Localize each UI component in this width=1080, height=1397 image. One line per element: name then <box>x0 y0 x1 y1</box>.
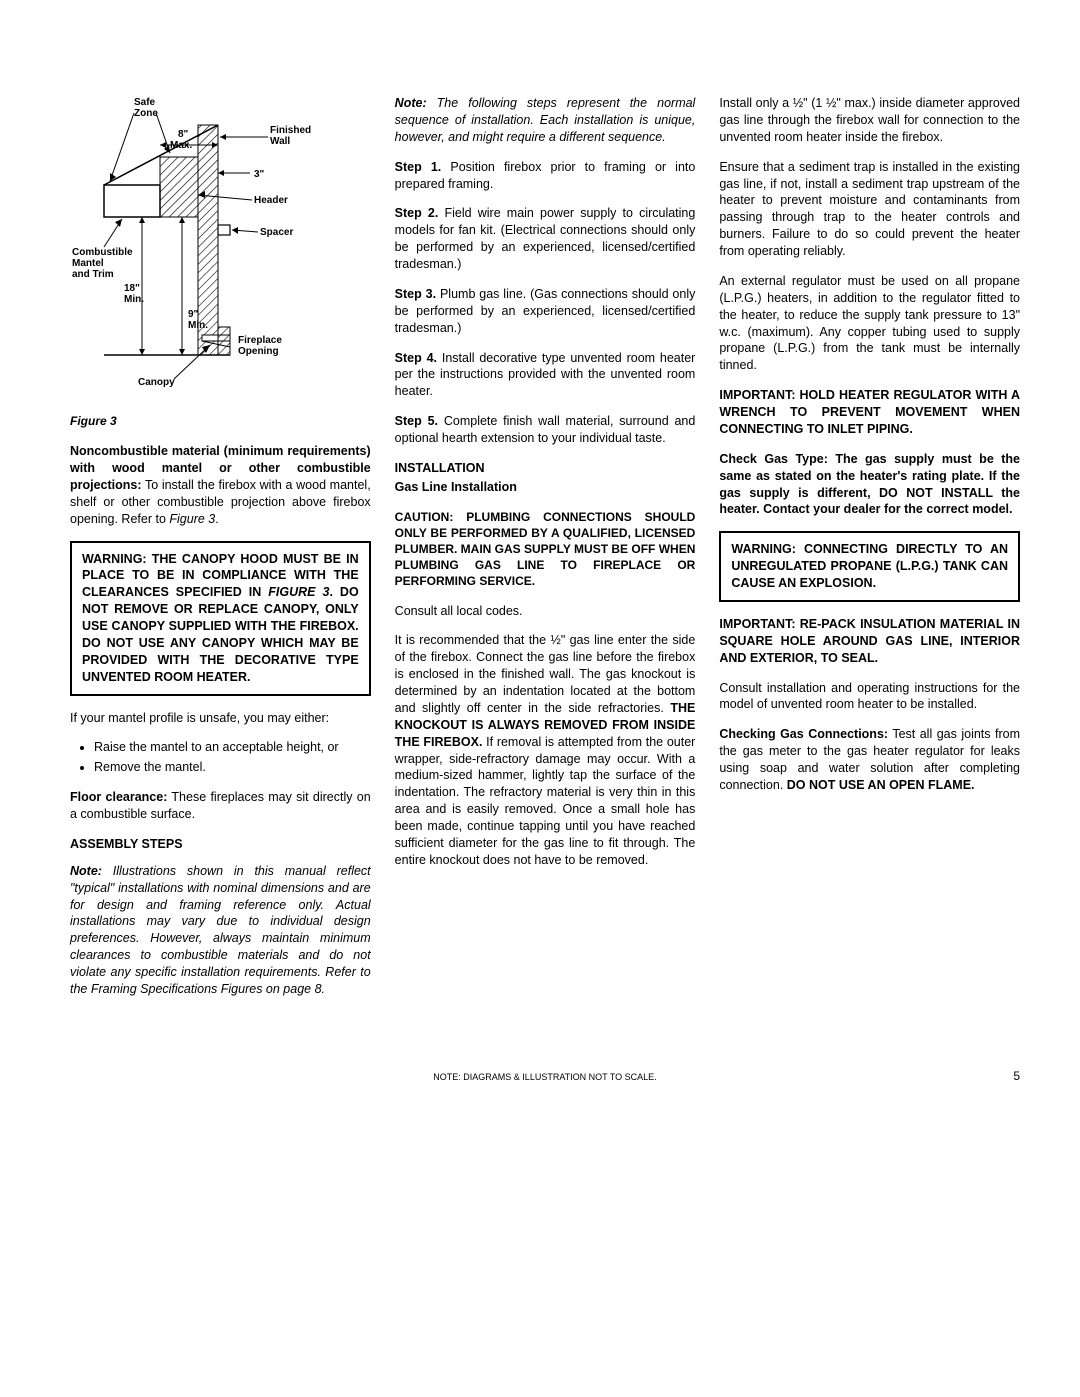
step-2-lead: Step 2. <box>395 206 439 220</box>
lbl-fire-a: Fireplace <box>238 335 282 346</box>
lbl-finished-a: Finished <box>270 125 311 136</box>
mantel-unsafe-para: If your mantel profile is unsafe, you ma… <box>70 710 371 727</box>
plumbing-caution: CAUTION: PLUMBING CONNECTIONS SHOULD ONL… <box>395 509 696 590</box>
warning-canopy-box: WARNING: THE CANOPY HOOD MUST BE IN PLAC… <box>70 541 371 696</box>
noncombustible-end: . <box>215 512 218 526</box>
sequence-note: Note: The following steps represent the … <box>395 95 696 146</box>
lbl-comb-a: Combustible <box>72 247 133 258</box>
step-4-body: Install decorative type unvented room he… <box>395 351 696 399</box>
step-1-lead: Step 1. <box>395 160 442 174</box>
sediment-trap-para: Ensure that a sediment trap is installed… <box>719 159 1020 260</box>
lbl-spacer: Spacer <box>260 227 293 238</box>
gas-line-para: It is recommended that the ½" gas line e… <box>395 632 696 868</box>
list-item: Remove the mantel. <box>94 759 371 776</box>
gas-line-a: It is recommended that the ½" gas line e… <box>395 633 696 715</box>
step-5-body: Complete finish wall material, surround … <box>395 414 696 445</box>
gas-line-size-para: Install only a ½" (1 ½" max.) inside dia… <box>719 95 1020 146</box>
sequence-note-body: The following steps represent the normal… <box>395 96 696 144</box>
noncombustible-para: Noncombustible material (minimum require… <box>70 443 371 527</box>
warn-canopy-c: . DO NOT REMOVE OR REPLACE CANOPY, ONLY … <box>82 585 359 683</box>
mantel-options-list: Raise the mantel to an acceptable height… <box>70 739 371 776</box>
assembly-steps-heading: ASSEMBLY STEPS <box>70 836 371 853</box>
lbl-fire-b: Opening <box>238 346 279 357</box>
step-2-body: Field wire main power supply to circulat… <box>395 206 696 271</box>
noncombustible-figref: Figure 3 <box>169 512 215 526</box>
dim-3in: 3" <box>254 169 265 180</box>
assembly-note: Note: Illustrations shown in this manual… <box>70 863 371 998</box>
dim-18min-b: Min. <box>124 294 144 305</box>
step-5-lead: Step 5. <box>395 414 438 428</box>
dim-9min-b: Min. <box>188 320 208 331</box>
dim-8max-b: Max. <box>170 140 192 151</box>
floor-clearance-para: Floor clearance: These fireplaces may si… <box>70 789 371 823</box>
page-content: 8" Max. 3" Safe Zone Finished Wall <box>70 95 1020 1011</box>
lbl-safezone-b: Zone <box>134 108 158 119</box>
checking-connections-para: Checking Gas Connections: Test all gas j… <box>719 726 1020 794</box>
sequence-note-lead: Note: <box>395 96 427 110</box>
step-4: Step 4. Install decorative type unvented… <box>395 350 696 401</box>
consult-heater-instructions: Consult installation and operating instr… <box>719 680 1020 714</box>
lbl-canopy: Canopy <box>138 377 175 388</box>
warn-canopy-figref: FIGURE 3 <box>268 585 329 599</box>
lbl-comb-c: and Trim <box>72 269 114 280</box>
gas-line-subheading: Gas Line Installation <box>395 479 696 496</box>
step-2: Step 2. Field wire main power supply to … <box>395 205 696 273</box>
important-regulator: IMPORTANT: HOLD HEATER REGULATOR WITH A … <box>719 387 1020 438</box>
column-1: 8" Max. 3" Safe Zone Finished Wall <box>70 95 371 1011</box>
dim-9min-a: 9" <box>188 309 199 320</box>
gas-line-c: If removal is attempted from the outer w… <box>395 735 696 867</box>
column-3: Install only a ½" (1 ½" max.) inside dia… <box>719 95 1020 1011</box>
check-gas-type: Check Gas Type: The gas supply must be t… <box>719 451 1020 519</box>
lbl-header: Header <box>254 195 288 206</box>
checking-lead: Checking Gas Connections: <box>719 727 888 741</box>
figure-3-diagram: 8" Max. 3" Safe Zone Finished Wall <box>70 95 330 405</box>
list-item: Raise the mantel to an acceptable height… <box>94 739 371 756</box>
step-3: Step 3. Plumb gas line. (Gas connections… <box>395 286 696 337</box>
assembly-note-body: Illustrations shown in this manual refle… <box>70 864 371 996</box>
figure-caption: Figure 3 <box>70 413 371 429</box>
step-3-body: Plumb gas line. (Gas connections should … <box>395 287 696 335</box>
footer-note: NOTE: DIAGRAMS & ILLUSTRATION NOT TO SCA… <box>433 1072 656 1082</box>
page-footer: NOTE: DIAGRAMS & ILLUSTRATION NOT TO SCA… <box>70 1071 1020 1083</box>
step-1: Step 1. Position firebox prior to framin… <box>395 159 696 193</box>
dim-18min-a: 18" <box>124 283 140 294</box>
lbl-safezone-a: Safe <box>134 97 156 108</box>
consult-codes: Consult all local codes. <box>395 603 696 620</box>
warning-propane-box: WARNING: CONNECTING DIRECTLY TO AN UNREG… <box>719 531 1020 602</box>
column-2: Note: The following steps represent the … <box>395 95 696 1011</box>
important-repack: IMPORTANT: RE-PACK INSULATION MATERIAL I… <box>719 616 1020 667</box>
lbl-comb-b: Mantel <box>72 258 104 269</box>
clearance-diagram-svg: 8" Max. 3" Safe Zone Finished Wall <box>70 95 330 405</box>
assembly-note-lead: Note: <box>70 864 102 878</box>
lbl-finished-b: Wall <box>270 136 290 147</box>
floor-clearance-lead: Floor clearance: <box>70 790 167 804</box>
step-3-lead: Step 3. <box>395 287 436 301</box>
step-5: Step 5. Complete finish wall material, s… <box>395 413 696 447</box>
page-number: 5 <box>1013 1068 1020 1084</box>
step-4-lead: Step 4. <box>395 351 437 365</box>
checking-flame: DO NOT USE AN OPEN FLAME. <box>787 778 975 792</box>
dim-8max-a: 8" <box>178 129 189 140</box>
installation-heading: INSTALLATION <box>395 460 696 477</box>
external-regulator-para: An external regulator must be used on al… <box>719 273 1020 374</box>
